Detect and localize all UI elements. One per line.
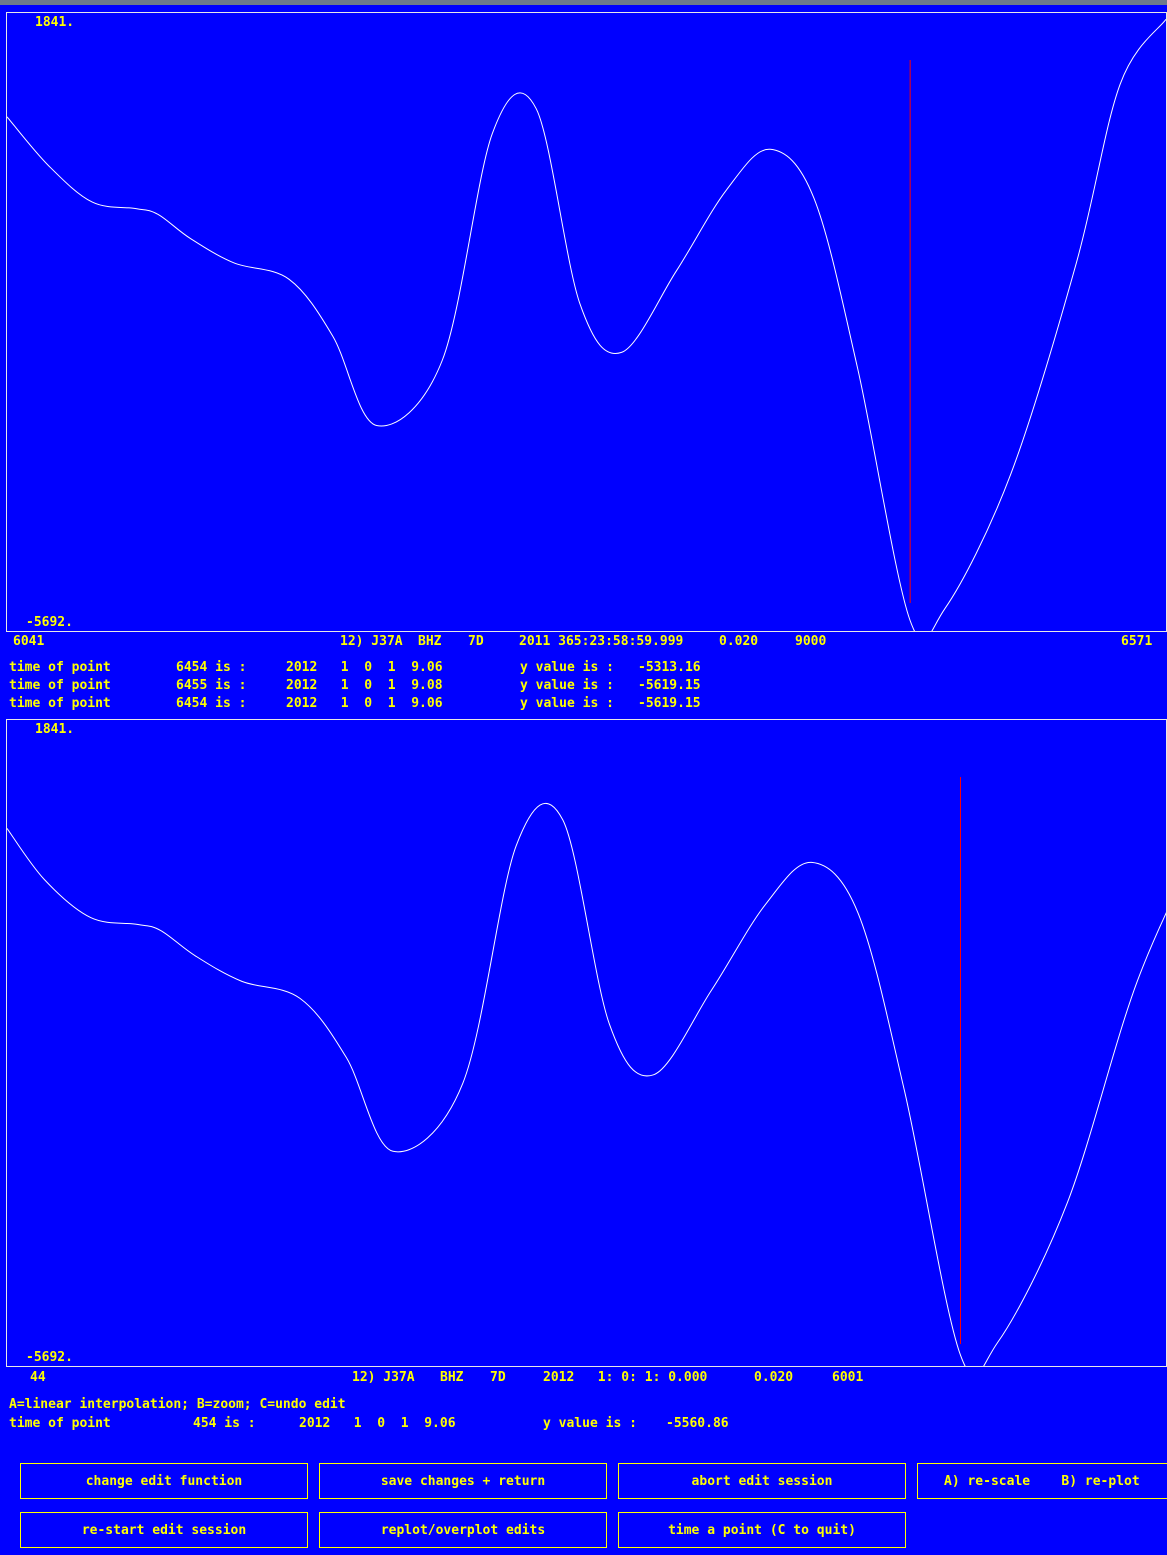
point-y-value: -5619.15 xyxy=(638,696,701,711)
datetime-label-top: 2011 365:23:58:59.999 xyxy=(519,634,684,649)
abort-edit-session-button[interactable]: abort edit session xyxy=(618,1463,906,1499)
edit-help-text: A=linear interpolation; B=zoom; C=undo e… xyxy=(9,1397,346,1412)
seismogram-trace-top[interactable] xyxy=(7,13,1166,631)
x-start-label-top: 6041 xyxy=(13,634,45,649)
time-a-point-label: time a point (C to quit) xyxy=(668,1522,856,1538)
trace-plot-top[interactable]: 1841. -5692. xyxy=(6,12,1167,632)
point-sample: 6454 is : xyxy=(176,696,247,711)
point-y-label: y value is : xyxy=(520,678,614,693)
trace-plot-bottom[interactable]: 1841. -5692. xyxy=(6,719,1167,1367)
sample-interval-top: 0.020 xyxy=(719,634,759,649)
point-label: time of point xyxy=(9,660,111,675)
restart-edit-session-button[interactable]: re-start edit session xyxy=(20,1512,308,1548)
trace-line xyxy=(7,802,1166,1366)
datetime-label-bottom: 2012 1: 0: 1: 0.000 xyxy=(543,1370,708,1385)
y-min-label-top: -5692. xyxy=(26,615,73,630)
change-edit-function-button[interactable]: change edit function xyxy=(20,1463,308,1499)
component-label-top: BHZ xyxy=(418,634,442,649)
network-label-bottom: 7D xyxy=(490,1370,506,1385)
point-y-label: y value is : xyxy=(543,1416,637,1431)
npts-label-bottom: 6001 xyxy=(832,1370,864,1385)
change-edit-function-label: change edit function xyxy=(85,1473,243,1489)
trace-line xyxy=(7,19,1166,631)
point-label: time of point xyxy=(9,1416,111,1431)
time-a-point-button[interactable]: time a point (C to quit) xyxy=(618,1512,906,1548)
save-changes-return-label: save changes + return xyxy=(380,1473,546,1489)
npts-label-top: 9000 xyxy=(795,634,827,649)
abort-edit-session-label: abort edit session xyxy=(691,1473,833,1489)
sample-interval-bottom: 0.020 xyxy=(754,1370,794,1385)
point-label: time of point xyxy=(9,678,111,693)
point-time: 2012 1 0 1 9.06 xyxy=(299,1416,456,1431)
y-min-label-bottom: -5692. xyxy=(26,1350,73,1365)
window-top-strip xyxy=(0,0,1167,5)
point-label: time of point xyxy=(9,696,111,711)
y-max-label-bottom: 1841. xyxy=(35,722,75,737)
x-start-label-bottom: 44 xyxy=(30,1370,46,1385)
point-time: 2012 1 0 1 9.08 xyxy=(286,678,443,693)
rescale-replot-button[interactable]: A) re-scale B) re-plot xyxy=(917,1463,1167,1499)
replot-overplot-edits-label: replot/overplot edits xyxy=(380,1522,546,1538)
station-label-top: 12) J37A xyxy=(340,634,403,649)
station-label-bottom: 12) J37A xyxy=(352,1370,415,1385)
replot-overplot-edits-button[interactable]: replot/overplot edits xyxy=(319,1512,607,1548)
point-time: 2012 1 0 1 9.06 xyxy=(286,660,443,675)
point-sample: 6454 is : xyxy=(176,660,247,675)
seismogram-trace-bottom[interactable] xyxy=(7,720,1166,1366)
x-end-label-top: 6571 xyxy=(1121,634,1153,649)
point-y-value: -5313.16 xyxy=(638,660,701,675)
point-y-value: -5560.86 xyxy=(666,1416,729,1431)
point-y-label: y value is : xyxy=(520,696,614,711)
network-label-top: 7D xyxy=(468,634,484,649)
component-label-bottom: BHZ xyxy=(440,1370,464,1385)
point-y-label: y value is : xyxy=(520,660,614,675)
point-sample: 6455 is : xyxy=(176,678,247,693)
point-sample: 454 is : xyxy=(193,1416,256,1431)
rescale-replot-label: A) re-scale B) re-plot xyxy=(944,1473,1140,1489)
save-changes-return-button[interactable]: save changes + return xyxy=(319,1463,607,1499)
restart-edit-session-label: re-start edit session xyxy=(81,1522,247,1538)
point-time: 2012 1 0 1 9.06 xyxy=(286,696,443,711)
y-max-label-top: 1841. xyxy=(35,15,75,30)
point-y-value: -5619.15 xyxy=(638,678,701,693)
